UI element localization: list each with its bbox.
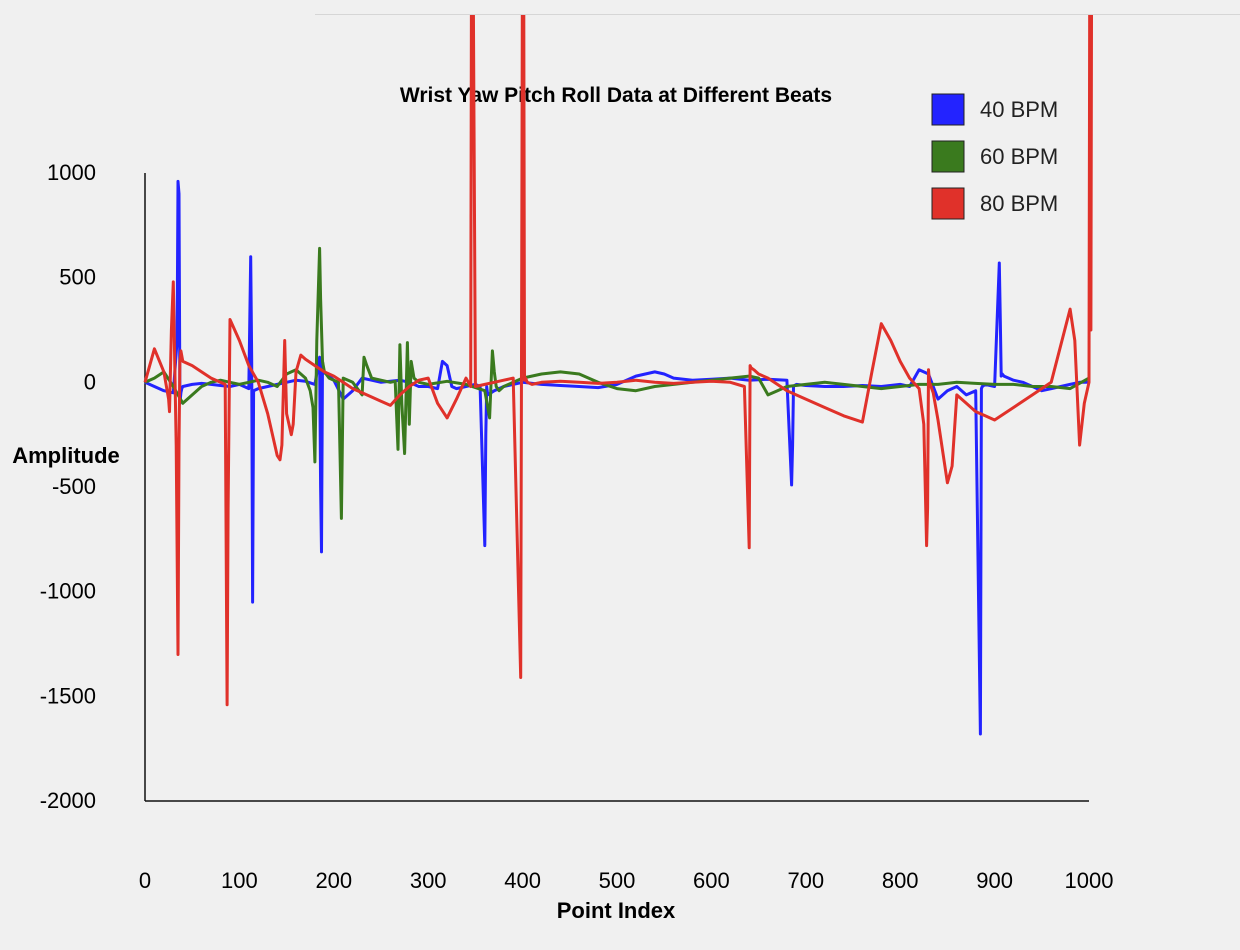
legend-label: 40 BPM <box>980 97 1058 122</box>
x-tick-label: 300 <box>410 868 447 893</box>
series-line-40-bpm <box>144 179 1089 736</box>
y-axis-label: Amplitude <box>12 443 120 468</box>
y-tick-label: 500 <box>59 265 96 290</box>
legend-swatch <box>931 140 965 173</box>
legend-label: 80 BPM <box>980 191 1058 216</box>
y-tick-label: 1000 <box>47 160 96 185</box>
y-tick-label: -1500 <box>40 683 96 708</box>
y-tick-label: -2000 <box>40 788 96 813</box>
x-tick-label: 200 <box>315 868 352 893</box>
x-tick-label: 500 <box>599 868 636 893</box>
chart-title: Wrist Yaw Pitch Roll Data at Different B… <box>400 84 832 107</box>
x-tick-label: 700 <box>787 868 824 893</box>
series-line-80-bpm <box>143 15 1093 707</box>
x-tick-label: 0 <box>139 868 151 893</box>
legend-label: 60 BPM <box>980 144 1058 169</box>
legend-swatch <box>931 187 965 220</box>
x-tick-label: 400 <box>504 868 541 893</box>
x-axis-label: Point Index <box>557 898 676 923</box>
y-tick-label: 0 <box>84 369 96 394</box>
x-tick-label: 900 <box>976 868 1013 893</box>
top-border-line <box>315 14 1240 15</box>
legend: 40 BPM 60 BPM 80 BPM <box>931 93 1058 220</box>
y-tick-label: -500 <box>52 474 96 499</box>
x-tick-label: 1000 <box>1065 868 1114 893</box>
x-tick-label: 100 <box>221 868 258 893</box>
x-tick-labels: 0 100 200 300 400 500 600 700 800 900 1000 <box>139 868 1114 893</box>
y-tick-label: -1000 <box>40 579 96 604</box>
x-tick-label: 600 <box>693 868 730 893</box>
x-tick-label: 800 <box>882 868 919 893</box>
series-layer <box>143 15 1093 736</box>
legend-swatch <box>931 93 965 126</box>
y-tick-labels: 1000 500 0 -500 -1000 -1500 -2000 <box>40 160 96 813</box>
